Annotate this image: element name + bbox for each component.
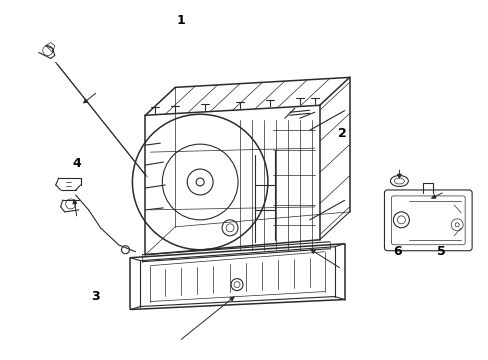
Text: 5: 5 [436, 245, 445, 258]
Text: 4: 4 [72, 157, 81, 170]
Text: 6: 6 [393, 245, 402, 258]
Text: 1: 1 [177, 14, 185, 27]
Text: 2: 2 [337, 127, 346, 140]
Text: 3: 3 [91, 290, 100, 303]
